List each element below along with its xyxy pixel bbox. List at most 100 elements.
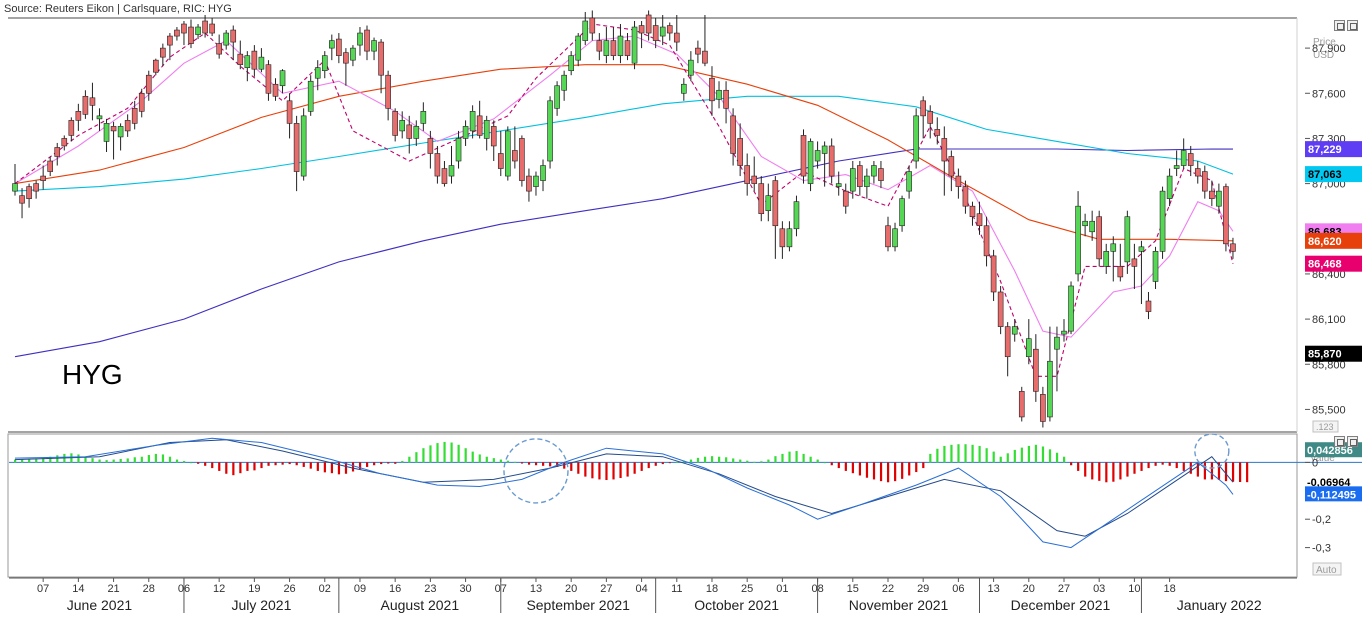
histogram-bar	[225, 462, 228, 474]
candle-body	[800, 135, 807, 177]
histogram-bar	[380, 462, 383, 465]
candle-body	[96, 115, 103, 120]
ma-short-dashed-line	[14, 23, 1234, 377]
candle-body	[737, 138, 743, 166]
indicator-panel-close-icon[interactable]	[1347, 436, 1358, 447]
histogram-bar	[1112, 462, 1115, 482]
candle-body	[89, 97, 96, 106]
histogram-bar	[999, 456, 1002, 463]
candle-body	[744, 165, 750, 184]
candle-body	[582, 20, 589, 41]
histogram-bar	[140, 456, 143, 463]
month-label: August 2021	[381, 597, 460, 613]
candle-body	[976, 213, 983, 227]
histogram-bar	[746, 460, 749, 463]
candle-body	[969, 205, 976, 218]
candle-body	[279, 70, 286, 87]
ticker-label: HYG	[62, 359, 123, 390]
candle-body	[526, 175, 532, 192]
histogram-bar	[823, 462, 826, 464]
candle-body	[329, 40, 335, 49]
histogram-bar	[1070, 462, 1073, 466]
histogram-bar	[865, 462, 869, 478]
candle-body	[666, 25, 673, 34]
histogram-bar	[358, 462, 362, 470]
source-caption: Source: Reuters Eikon | Carlsquare, RIC:…	[4, 3, 232, 15]
histogram-bar	[534, 462, 538, 466]
histogram-bar	[1091, 462, 1094, 480]
day-tick-label: 06	[952, 583, 964, 595]
day-tick-label: 15	[847, 583, 859, 595]
histogram-bar	[1182, 462, 1185, 471]
candle-body	[1075, 205, 1081, 275]
candle-body	[962, 186, 969, 207]
day-tick-label: 20	[1023, 583, 1035, 595]
candle-body	[828, 145, 835, 177]
price-panel-maximize-icon[interactable]	[1334, 20, 1345, 31]
histogram-bar	[767, 459, 770, 463]
histogram-bar	[1048, 449, 1052, 463]
month-label: January 2022	[1177, 597, 1262, 613]
candle-body	[12, 183, 18, 192]
histogram-bar	[232, 462, 235, 476]
candle-body	[885, 225, 891, 248]
candle-body	[413, 126, 420, 139]
histogram-bar	[598, 462, 601, 480]
candle-body	[293, 123, 300, 172]
histogram-bar	[302, 462, 305, 467]
histogram-bar	[267, 462, 270, 466]
value-tick-label: -0,3	[1312, 543, 1331, 555]
histogram-bar	[126, 458, 129, 463]
auto-scale-box[interactable]	[1312, 562, 1342, 576]
candle-body	[378, 41, 384, 76]
candle-body	[47, 160, 54, 172]
candle-body	[997, 291, 1004, 327]
candle-body	[1061, 330, 1067, 335]
candle-body	[209, 23, 215, 34]
candle-body	[82, 95, 89, 115]
day-tick-label: 22	[882, 583, 894, 595]
candle-body	[723, 89, 729, 109]
candle-body	[469, 111, 476, 132]
candle-body	[681, 83, 687, 94]
day-tick-label: 28	[143, 583, 155, 595]
histogram-bar	[436, 443, 439, 463]
candle-body	[842, 190, 849, 207]
indicator-panel-maximize-icon[interactable]	[1334, 436, 1345, 447]
candle-body	[695, 47, 701, 55]
auto-scale-label[interactable]: Auto	[1316, 565, 1337, 576]
histogram-bar	[394, 462, 397, 464]
histogram-bar	[689, 459, 693, 463]
histogram-bar	[77, 454, 80, 463]
macd-lines	[14, 433, 1234, 549]
candle-body	[138, 92, 145, 112]
macd-line	[14, 437, 1234, 549]
histogram-bar	[851, 462, 854, 474]
histogram-bar	[1239, 462, 1242, 482]
histogram-bar	[520, 462, 524, 464]
histogram-bar	[542, 462, 545, 466]
histogram-bar	[28, 458, 31, 463]
candle-body	[153, 59, 159, 73]
month-label: June 2021	[67, 597, 133, 613]
candle-body	[350, 47, 356, 61]
histogram-bar	[288, 462, 291, 465]
candle-body	[857, 165, 863, 187]
price-axis-title: Price	[1313, 37, 1336, 48]
candle-body	[751, 175, 758, 184]
price-panel-close-icon[interactable]	[1347, 20, 1358, 31]
candle-body	[483, 120, 490, 139]
candle-body	[554, 85, 560, 109]
histogram-bar	[1098, 462, 1101, 481]
price-tick-label: 86,100	[1312, 314, 1346, 326]
candle-body	[188, 26, 194, 44]
histogram-bar	[1041, 446, 1045, 463]
histogram-bar	[563, 462, 566, 469]
candle-body	[490, 126, 497, 147]
histogram-bar	[1105, 462, 1108, 483]
candle-body	[19, 195, 25, 204]
month-label: July 2021	[231, 597, 291, 613]
histogram-bar	[605, 462, 608, 481]
